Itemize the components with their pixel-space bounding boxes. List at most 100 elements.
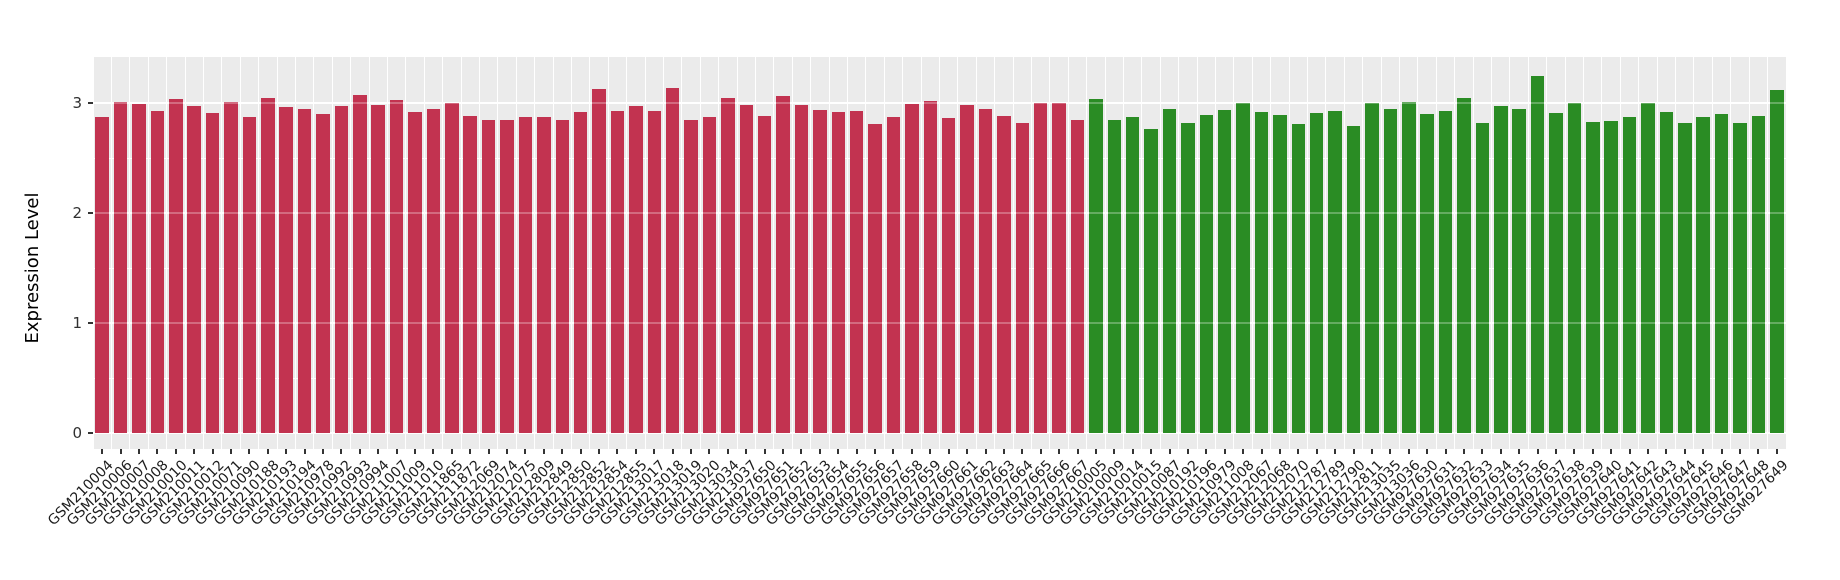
vertical-gridline	[994, 57, 996, 449]
vertical-gridline	[939, 57, 940, 449]
vertical-gridline	[975, 57, 977, 449]
vertical-gridline	[1307, 57, 1309, 449]
y-tick-label: 1	[72, 313, 82, 332]
x-tick-mark	[1444, 449, 1447, 454]
minor-gridline	[93, 268, 1786, 269]
y-tick-label: 0	[72, 423, 82, 442]
vertical-gridline	[1178, 57, 1180, 449]
bar-GSM210979	[1217, 109, 1232, 433]
vertical-gridline	[1601, 57, 1603, 449]
bar-GSM211009	[408, 111, 422, 433]
bar-GSM213035	[1383, 108, 1398, 433]
bar-GSM212809	[537, 117, 551, 433]
bar-GSM210993	[353, 95, 367, 433]
bar-GSM210010	[169, 98, 183, 433]
x-tick-mark	[1554, 449, 1557, 454]
x-tick-mark	[1702, 449, 1705, 454]
x-tick-mark	[524, 449, 527, 454]
vertical-gridline	[497, 57, 499, 449]
x-tick-mark	[745, 449, 748, 454]
vertical-gridline	[1491, 57, 1493, 449]
vertical-gridline	[1417, 57, 1419, 449]
vertical-gridline	[1638, 57, 1640, 449]
vertical-gridline	[1159, 57, 1161, 449]
x-tick-mark	[450, 449, 453, 454]
x-tick-mark	[211, 449, 214, 454]
vertical-gridline	[1711, 57, 1713, 449]
x-tick-mark	[1462, 449, 1465, 454]
bar-GSM927659	[923, 100, 938, 433]
vertical-gridline	[221, 57, 223, 449]
bar-GSM927630	[1420, 114, 1434, 433]
x-tick-mark	[138, 449, 140, 454]
bar-GSM927651	[776, 96, 790, 433]
vertical-gridline	[276, 57, 278, 449]
vertical-gridline	[1196, 57, 1198, 449]
vertical-gridline	[626, 57, 628, 449]
x-tick-mark	[266, 449, 269, 454]
vertical-gridline	[570, 57, 572, 449]
vertical-gridline	[386, 57, 388, 449]
x-tick-mark	[1205, 449, 1208, 454]
bar-GSM212811	[1365, 103, 1379, 433]
x-tick-mark	[395, 449, 398, 454]
vertical-gridline	[754, 57, 756, 449]
bar-GSM210994	[371, 105, 385, 433]
bar-GSM213017	[647, 110, 662, 433]
bar-GSM927657	[886, 117, 901, 433]
bar-GSM212075	[518, 117, 533, 433]
x-tick-mark	[561, 449, 564, 454]
x-tick-mark	[1113, 449, 1116, 454]
vertical-gridline	[644, 57, 646, 449]
vertical-gridline	[1583, 57, 1585, 449]
x-tick-mark	[947, 449, 950, 454]
bar-GSM213037	[739, 105, 754, 433]
bar-GSM927649	[1770, 89, 1784, 433]
vertical-gridline	[1656, 57, 1658, 449]
x-tick-mark	[910, 449, 913, 454]
x-tick-mark	[966, 449, 969, 454]
vertical-gridline	[1288, 57, 1290, 449]
x-tick-mark	[230, 449, 233, 454]
vertical-gridline	[791, 57, 793, 449]
x-tick-mark	[1481, 449, 1484, 454]
bar-GSM213019	[684, 119, 698, 433]
bar-GSM211008	[1236, 103, 1250, 433]
x-tick-mark	[1370, 449, 1373, 454]
x-tick-mark	[322, 449, 325, 454]
vertical-gridline	[368, 57, 370, 449]
bar-GSM927639	[1586, 121, 1600, 433]
x-tick-mark	[1591, 449, 1594, 454]
x-tick-mark	[1242, 449, 1245, 454]
bar-GSM927641	[1622, 117, 1637, 433]
vertical-gridline	[239, 57, 241, 449]
x-tick-mark	[1775, 449, 1778, 454]
x-tick-mark	[726, 449, 729, 454]
x-tick-mark	[285, 449, 288, 454]
bar-GSM210196	[1199, 115, 1214, 433]
bar-GSM927658	[905, 104, 919, 433]
vertical-gridline	[957, 57, 959, 449]
x-tick-mark	[542, 449, 545, 454]
vertical-gridline	[1527, 57, 1529, 449]
vertical-gridline	[1086, 57, 1088, 449]
x-tick-mark	[119, 449, 122, 454]
vertical-gridline	[681, 57, 683, 449]
minor-gridline	[93, 378, 1786, 379]
vertical-gridline	[828, 57, 830, 449]
bar-GSM927663	[997, 116, 1011, 433]
vertical-gridline	[1748, 57, 1750, 449]
y-tick-mark	[88, 102, 93, 104]
bar-GSM927654	[831, 111, 846, 433]
vertical-gridline	[773, 57, 775, 449]
vertical-gridline	[515, 57, 517, 449]
x-tick-mark	[763, 449, 766, 454]
bar-GSM211865	[445, 103, 459, 433]
bar-GSM927646	[1714, 114, 1729, 433]
x-tick-mark	[414, 449, 417, 454]
bar-GSM927637	[1549, 112, 1563, 433]
bar-GSM927648	[1751, 116, 1766, 433]
vertical-gridline	[129, 57, 131, 449]
x-tick-mark	[1334, 449, 1337, 454]
x-tick-mark	[690, 449, 693, 454]
